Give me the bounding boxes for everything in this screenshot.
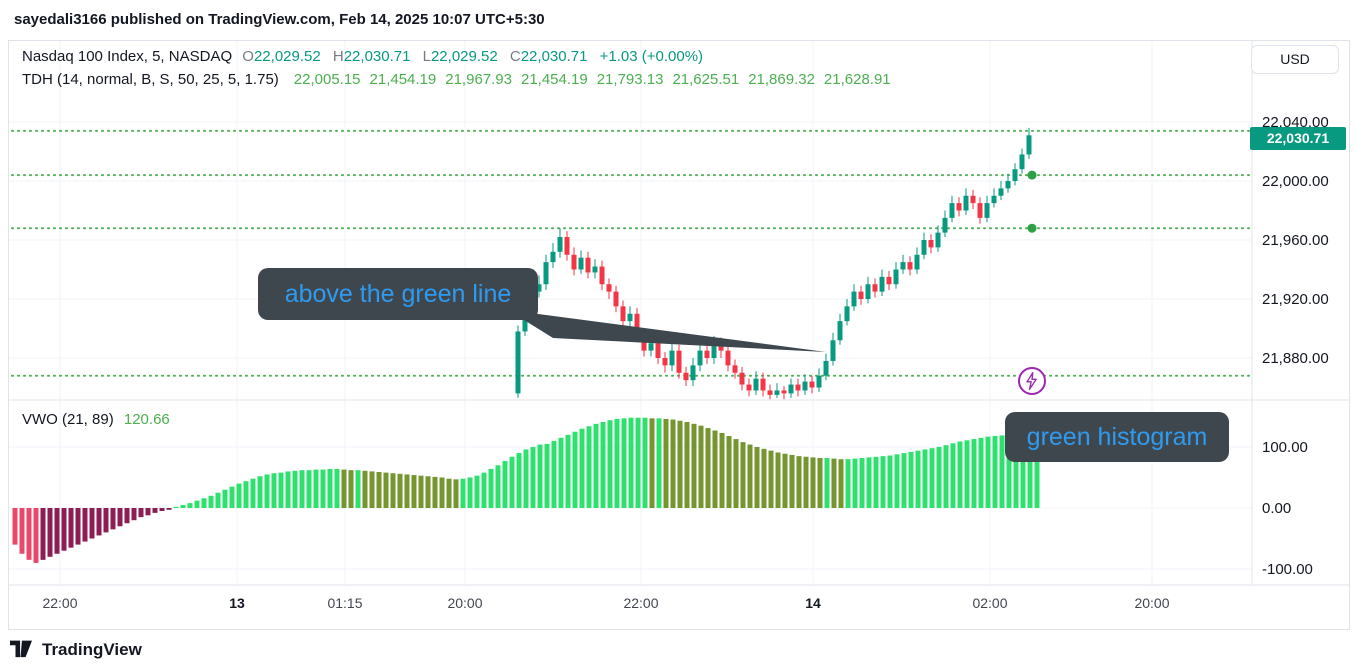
lightning-glyph [1026,372,1037,390]
tdh-value: 22,005.15 [293,71,361,88]
svg-text:0.00: 0.00 [1262,500,1291,517]
chart-frame: 22,040.00 22,000.00 21,960.00 21,920.00 21,8… [8,40,1350,630]
last-price-badge: 22,030.71 [1250,127,1346,150]
tdh-value: 21,454.19 [369,71,437,88]
axis-labels: 22,040.00 22,000.00 21,960.00 21,920.00 21,8… [42,114,1328,611]
ohlc-low: L22,029.52 [422,48,498,65]
tdh-value: 21,967.93 [445,71,512,88]
ohlc-high: H22,030.71 [332,48,411,65]
separators [8,40,1350,630]
chart-canvas[interactable]: 22,040.00 22,000.00 21,960.00 21,920.00 21,8… [8,40,1350,630]
svg-text:20:00: 20:00 [1134,595,1169,611]
vwo-legend: VWO (21, 89) 120.66 [22,411,170,428]
symbol-title: Nasdaq 100 Index, 5, NASDAQ [22,48,233,65]
level-end-markers [1027,170,1037,233]
publish-info: sayedali3166 published on TradingView.co… [14,11,545,28]
svg-text:22:00: 22:00 [623,595,658,611]
indicator-title: TDH (14, normal, B, S, 50, 25, 5, 1.75) [22,71,279,88]
publish-info-bar: sayedali3166 published on TradingView.co… [0,0,1358,40]
currency-button[interactable]: USD [1251,45,1339,74]
svg-text:22:00: 22:00 [42,595,77,611]
svg-text:22,040.00: 22,040.00 [1262,114,1329,131]
vwo-title: VWO (21, 89) [22,411,114,428]
svg-text:02:00: 02:00 [972,595,1007,611]
tdh-value: 21,628.91 [823,71,891,88]
ohlc-close: C22,030.71 [509,48,588,65]
svg-text:21,920.00: 21,920.00 [1262,291,1329,308]
indicator-values: 22,005.15 21,454.19 21,967.93 21,454.19 21,7… [285,71,891,88]
candles [515,127,1032,400]
svg-text:100.00: 100.00 [1262,439,1308,456]
tdh-value: 21,793.13 [596,71,664,88]
svg-text:20:00: 20:00 [447,595,482,611]
tdh-value: 21,625.51 [672,71,740,88]
svg-text:21,960.00: 21,960.00 [1262,232,1329,249]
tdh-value: 21,869.32 [748,71,815,88]
tdh-value: 21,454.19 [520,71,588,88]
ohlc-open: O22,029.52 [242,48,321,65]
callout-green-histogram: green histogram [1005,412,1229,462]
lightning-icon [1018,367,1046,395]
callout-above-green-line: above the green line [258,268,538,320]
vwo-histogram [12,417,1040,563]
symbol-legend: Nasdaq 100 Index, 5, NASDAQ O22,029.52 H… [22,48,703,65]
footer: TradingView [8,634,142,666]
svg-text:-100.00: -100.00 [1262,561,1313,578]
vwo-value: 120.66 [123,411,170,428]
callout-tail [508,310,826,352]
svg-text:21,880.00: 21,880.00 [1262,350,1329,367]
indicator-legend: TDH (14, normal, B, S, 50, 25, 5, 1.75) 2… [22,71,891,88]
tradingview-logo-icon [8,637,34,664]
svg-text:01:15: 01:15 [327,595,362,611]
price-change: +1.03 (+0.00%) [599,48,704,65]
svg-text:22,000.00: 22,000.00 [1262,173,1329,190]
svg-text:14: 14 [805,595,821,611]
svg-text:13: 13 [229,595,245,611]
brand-name: TradingView [42,640,142,659]
